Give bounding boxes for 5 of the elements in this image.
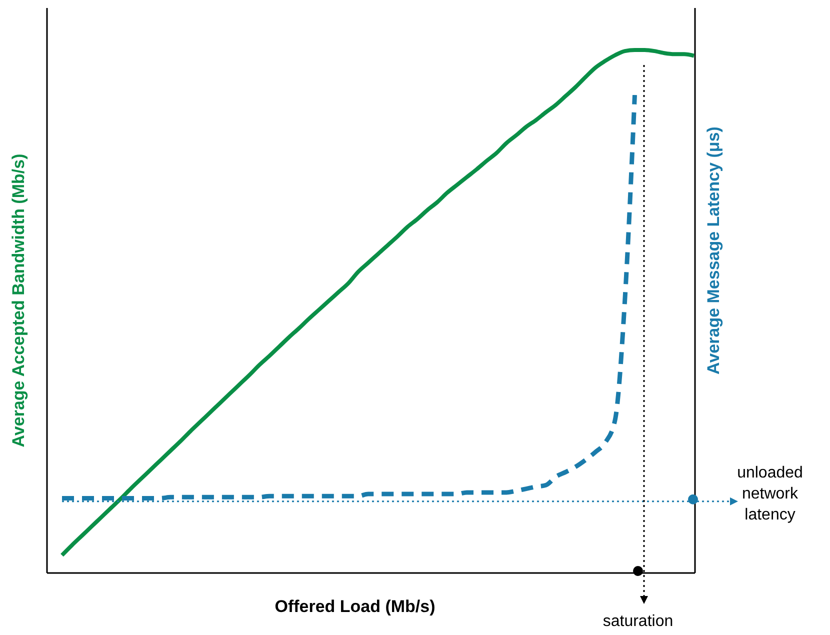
- text: saturation: [602, 613, 674, 630]
- y2-axis-title: Average Message Latency (μs): [704, 126, 723, 374]
- y-axis-title: Average Accepted Bandwidth (Mb/s): [9, 154, 28, 448]
- x-axis-title: Offered Load (Mb/s): [274, 597, 436, 616]
- ref-line-label: unloaded network latency: [737, 464, 803, 524]
